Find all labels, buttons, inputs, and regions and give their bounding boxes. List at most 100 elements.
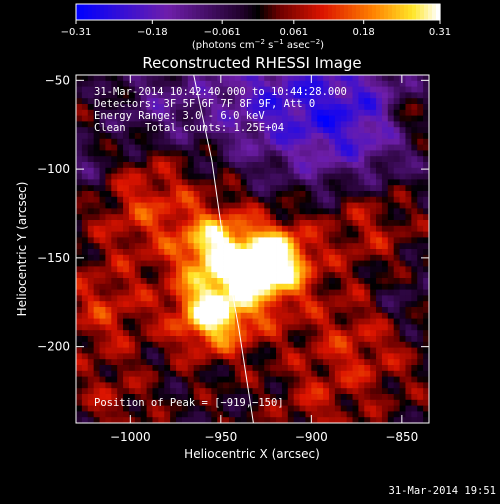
image-pixel [311, 92, 318, 99]
image-pixel [128, 127, 136, 134]
image-pixel [205, 150, 212, 157]
image-pixel [258, 283, 265, 290]
image-pixel [164, 283, 171, 290]
image-pixel [234, 347, 242, 354]
image-pixel [211, 365, 218, 372]
image-pixel [176, 179, 183, 186]
image-pixel [317, 353, 324, 360]
image-pixel [117, 75, 124, 82]
image-pixel [411, 405, 418, 412]
image-pixel [193, 92, 200, 99]
image-pixel [193, 196, 200, 203]
image-pixel [117, 312, 124, 319]
image-pixel [328, 179, 336, 186]
image-pixel [99, 382, 106, 389]
image-pixel [76, 388, 83, 395]
image-pixel [128, 185, 136, 192]
image-pixel [99, 173, 106, 180]
image-pixel [276, 196, 283, 203]
image-pixel [99, 150, 106, 157]
image-pixel [140, 341, 147, 348]
image-pixel [370, 370, 377, 377]
image-pixel [87, 289, 95, 296]
image-pixel [187, 231, 195, 238]
image-pixel [364, 330, 371, 337]
image-pixel [393, 295, 400, 302]
image-pixel [340, 121, 348, 128]
image-pixel [358, 202, 365, 209]
image-pixel [217, 127, 224, 134]
image-pixel [81, 156, 89, 163]
image-pixel [228, 370, 236, 377]
image-pixel [211, 376, 218, 383]
image-pixel [358, 225, 365, 232]
image-pixel [93, 382, 100, 389]
image-pixel [399, 359, 406, 366]
image-pixel [81, 127, 89, 134]
image-pixel [276, 365, 283, 372]
image-pixel [176, 382, 183, 389]
image-pixel [152, 394, 159, 401]
image-pixel [76, 214, 83, 221]
image-pixel [234, 202, 242, 209]
image-pixel [258, 266, 265, 273]
image-pixel [376, 98, 383, 105]
image-pixel [158, 417, 165, 423]
image-pixel [99, 336, 106, 343]
image-pixel [340, 336, 348, 343]
image-pixel [152, 214, 159, 221]
image-pixel [152, 196, 159, 203]
image-pixel [281, 254, 289, 261]
image-pixel [93, 144, 100, 151]
image-pixel [346, 80, 353, 87]
image-pixel [187, 150, 195, 157]
image-pixel [187, 254, 195, 261]
image-pixel [399, 272, 406, 279]
image-pixel [228, 301, 236, 308]
image-pixel [105, 370, 112, 377]
image-pixel [164, 75, 171, 82]
image-pixel [340, 365, 348, 372]
image-pixel [276, 173, 283, 180]
image-pixel [281, 167, 289, 174]
image-pixel [234, 150, 242, 157]
image-pixel [293, 86, 300, 93]
image-pixel [134, 231, 142, 238]
image-pixel [205, 370, 212, 377]
image-pixel [158, 75, 165, 82]
image-pixel [405, 214, 412, 221]
image-pixel [193, 208, 200, 215]
image-pixel [164, 86, 171, 93]
image-pixel [358, 196, 365, 203]
image-pixel [193, 121, 200, 128]
image-pixel [205, 185, 212, 192]
image-pixel [140, 399, 147, 406]
image-pixel [387, 237, 395, 244]
image-pixel [311, 144, 318, 151]
image-pixel [217, 208, 224, 215]
image-pixel [293, 121, 300, 128]
image-pixel [393, 237, 400, 244]
image-pixel [423, 405, 429, 412]
image-pixel [123, 382, 130, 389]
image-pixel [323, 283, 330, 290]
image-pixel [281, 295, 289, 302]
image-pixel [234, 411, 242, 418]
image-pixel [258, 202, 265, 209]
image-pixel [170, 121, 177, 128]
image-pixel [187, 196, 195, 203]
image-pixel [111, 301, 118, 308]
image-pixel [276, 330, 283, 337]
image-pixel [134, 359, 142, 366]
image-pixel [123, 179, 130, 186]
image-pixel [134, 75, 142, 82]
image-pixel [252, 196, 259, 203]
image-pixel [123, 347, 130, 354]
image-pixel [223, 86, 230, 93]
image-pixel [87, 109, 95, 116]
image-pixel [146, 121, 153, 128]
image-pixel [334, 278, 342, 285]
image-pixel [217, 121, 224, 128]
image-pixel [393, 399, 400, 406]
image-pixel [358, 144, 365, 151]
